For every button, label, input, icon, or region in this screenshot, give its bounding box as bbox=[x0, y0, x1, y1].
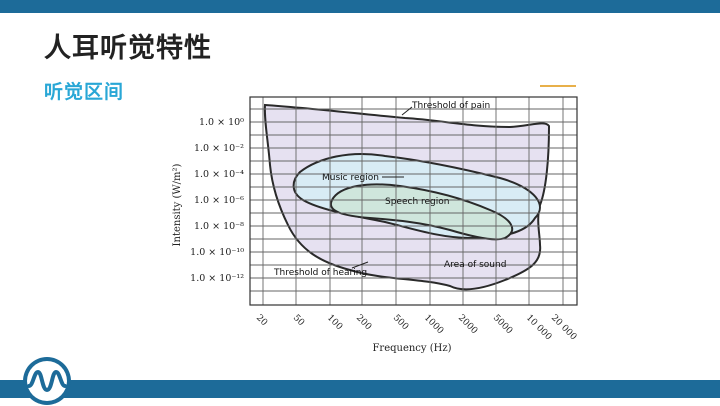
slide-subtitle: 听觉区间 bbox=[44, 81, 125, 103]
hearing-area-diagram: 1.0 × 10⁰ 1.0 × 10⁻² 1.0 × 10⁻⁴ 1.0 × 10… bbox=[172, 96, 579, 354]
area-of-sound-label: Area of sound bbox=[444, 260, 506, 270]
x-tick-label: 500 bbox=[391, 313, 410, 332]
y-tick-label: 1.0 × 10⁻¹² bbox=[190, 273, 244, 284]
x-axis-label: Frequency (Hz) bbox=[372, 343, 451, 354]
x-tick-label: 50 bbox=[291, 313, 306, 328]
plot-frame bbox=[249, 96, 578, 306]
x-tick-label: 1000 bbox=[422, 313, 445, 336]
y-tick-label: 1.0 × 10⁻¹⁰ bbox=[190, 247, 244, 258]
y-tick-label: 1.0 × 10⁻² bbox=[194, 143, 244, 154]
threshold-of-hearing-label: Threshold of hearing bbox=[273, 268, 367, 278]
x-tick-label: 20 bbox=[254, 313, 269, 328]
vertical-gridlines bbox=[262, 97, 564, 305]
speech-region-label: Speech region bbox=[385, 197, 449, 207]
x-tick-label: 10 000 bbox=[524, 313, 554, 343]
hearing-leader-line bbox=[351, 261, 369, 269]
threshold-of-pain-label: Threshold of pain bbox=[411, 101, 490, 111]
y-axis-label: Intensity (W/m²) bbox=[172, 163, 183, 246]
slide-title: 人耳听觉特性 bbox=[44, 33, 212, 64]
y-tick-label: 1.0 × 10⁻⁸ bbox=[194, 221, 244, 232]
accent-line bbox=[540, 85, 576, 87]
x-tick-label: 5000 bbox=[491, 313, 514, 336]
x-tick-label: 100 bbox=[325, 313, 344, 332]
pain-leader-line bbox=[401, 106, 413, 116]
x-tick-label: 2000 bbox=[456, 313, 479, 336]
x-tick-label: 200 bbox=[354, 313, 373, 332]
y-tick-label: 1.0 × 10⁻⁶ bbox=[194, 195, 244, 206]
waveform-logo-icon bbox=[23, 357, 71, 405]
top-banner-bar bbox=[0, 0, 720, 13]
horizontal-gridlines bbox=[250, 108, 577, 292]
y-tick-label: 1.0 × 10⁻⁴ bbox=[194, 169, 244, 180]
y-tick-label: 1.0 × 10⁰ bbox=[199, 117, 244, 128]
music-region-label: Music region bbox=[322, 173, 379, 183]
x-tick-label: 20 000 bbox=[549, 313, 579, 343]
bottom-banner-bar bbox=[0, 380, 720, 398]
